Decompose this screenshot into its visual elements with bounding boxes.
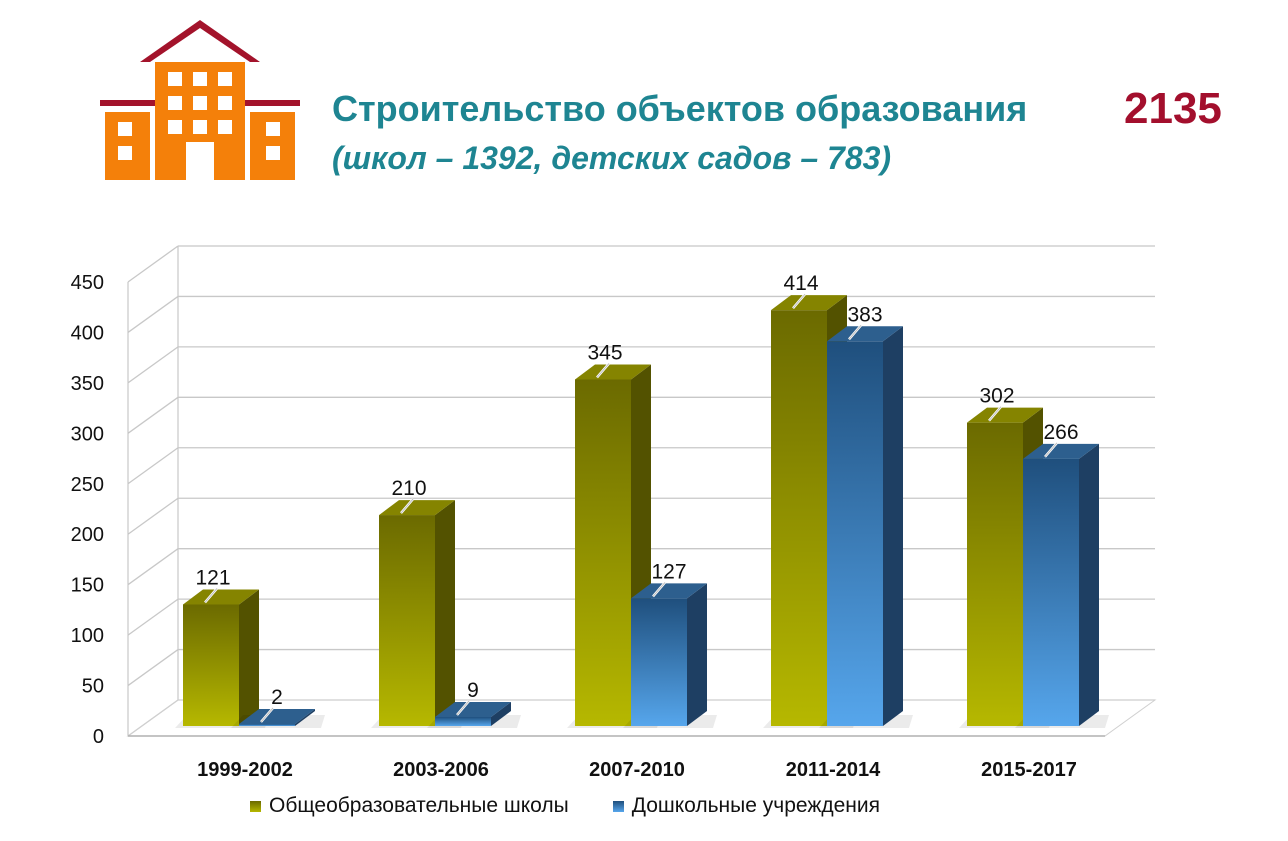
bar-school-side — [239, 589, 259, 726]
legend-swatch-schools — [250, 800, 261, 812]
label-leader — [400, 498, 414, 514]
gridline-diagonal — [127, 346, 179, 384]
bar-school-top — [575, 364, 651, 380]
y-tick-label: 400 — [71, 322, 104, 344]
school-building-icon — [100, 20, 300, 180]
bar-preschool-side — [687, 583, 707, 726]
data-label-school: 414 — [783, 272, 818, 295]
label-leader — [988, 406, 1002, 421]
bar-school — [575, 379, 631, 726]
gridline-diagonal — [127, 447, 179, 485]
bar-preschool — [1023, 458, 1079, 726]
bar-preschool — [631, 598, 687, 726]
label-leader — [792, 293, 806, 309]
label-leader — [260, 707, 274, 723]
legend-label-schools: Общеобразовательные школы — [269, 794, 569, 817]
data-label-preschool: 266 — [1043, 421, 1078, 444]
total-count: 2135 — [1124, 84, 1222, 133]
label-leader — [1044, 442, 1058, 458]
bar-preschool-side — [883, 326, 903, 726]
y-tick-label: 200 — [71, 524, 104, 546]
data-label-school: 210 — [391, 477, 426, 500]
bar-preschool-top — [631, 583, 707, 599]
legend-item-preschool: Дошкольные учреждения — [612, 794, 881, 818]
legend-label-preschool: Дошкольные учреждения — [631, 794, 881, 817]
data-label-preschool: 9 — [467, 679, 479, 702]
bar-school-top — [967, 407, 1043, 423]
bar-school — [183, 604, 239, 726]
x-category-label: 2015-2017 — [981, 759, 1077, 781]
label-leader — [848, 324, 862, 340]
label-leader — [652, 582, 666, 597]
gridline-diagonal — [127, 396, 179, 434]
label-leader — [456, 700, 470, 716]
bar-preschool-top — [239, 708, 315, 724]
bar-school — [967, 422, 1023, 726]
data-label-school: 121 — [195, 566, 230, 589]
bar-preschool-side — [295, 708, 315, 726]
bar-school — [379, 515, 435, 726]
legend-swatch-preschool — [612, 800, 624, 812]
chart-subtitle: (школ – 1392, детских садов – 783) — [332, 140, 892, 176]
bar-preschool — [435, 716, 491, 726]
label-leader — [204, 588, 218, 603]
bar-preschool-top — [827, 326, 903, 342]
bar-preschool-top — [435, 701, 511, 717]
legend-item-schools: Общеобразовательные школы — [250, 794, 569, 818]
y-tick-label: 50 — [82, 676, 104, 698]
data-label-school: 302 — [979, 385, 1014, 408]
y-tick-label: 450 — [71, 272, 104, 294]
data-label-preschool: 2 — [271, 686, 283, 709]
bar-preschool-top — [1023, 443, 1099, 459]
gridline-diagonal — [127, 497, 179, 535]
data-label-preschool: 127 — [651, 560, 686, 583]
legend: Общеобразовательные школы Дошкольные учр… — [250, 794, 924, 818]
x-category-label: 1999-2002 — [197, 759, 293, 781]
bar-preschool-side — [1079, 443, 1099, 726]
bar-preschool — [239, 723, 295, 726]
y-tick-label: 250 — [71, 474, 104, 496]
y-tick-label: 100 — [71, 625, 104, 647]
gridline-diagonal — [127, 548, 179, 586]
bar-school — [771, 310, 827, 726]
bar-school-side — [435, 500, 455, 726]
gridline-diagonal — [127, 649, 179, 687]
x-category-label: 2011-2014 — [786, 759, 881, 781]
bar-school-top — [771, 295, 847, 311]
gridline-diagonal — [127, 245, 179, 283]
gridline-diagonal — [127, 295, 179, 333]
data-label-school: 345 — [587, 341, 622, 364]
x-category-label: 2003-2006 — [393, 759, 489, 781]
label-leader — [596, 363, 610, 378]
data-label-preschool: 383 — [847, 303, 882, 326]
bar-school-top — [379, 500, 455, 516]
bar-school-top — [183, 589, 259, 605]
y-tick-label: 0 — [93, 726, 104, 748]
bar-preschool-side — [491, 701, 511, 726]
y-tick-label: 300 — [71, 423, 104, 445]
chart-title: Строительство объектов образования — [332, 88, 1028, 129]
bar-preschool — [827, 341, 883, 726]
x-category-label: 2007-2010 — [589, 759, 685, 781]
gridline-diagonal — [127, 598, 179, 636]
y-tick-label: 350 — [71, 373, 104, 395]
y-tick-label: 150 — [71, 575, 104, 597]
